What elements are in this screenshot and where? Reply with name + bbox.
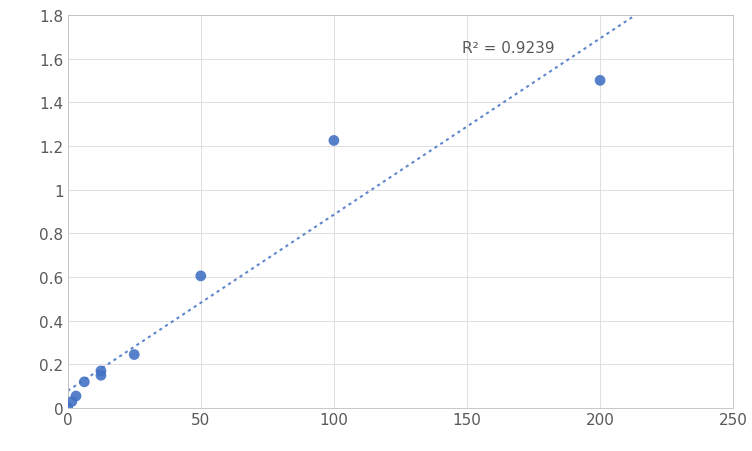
- Point: [62, 404, 74, 411]
- Point: [66, 398, 78, 405]
- Point: [78, 378, 90, 386]
- Point: [328, 138, 340, 145]
- Point: [70, 392, 82, 400]
- Point: [594, 78, 606, 85]
- Point: [95, 372, 107, 379]
- Point: [128, 351, 140, 359]
- Point: [195, 273, 207, 280]
- Point: [95, 368, 107, 375]
- Text: R² = 0.9239: R² = 0.9239: [462, 41, 554, 56]
